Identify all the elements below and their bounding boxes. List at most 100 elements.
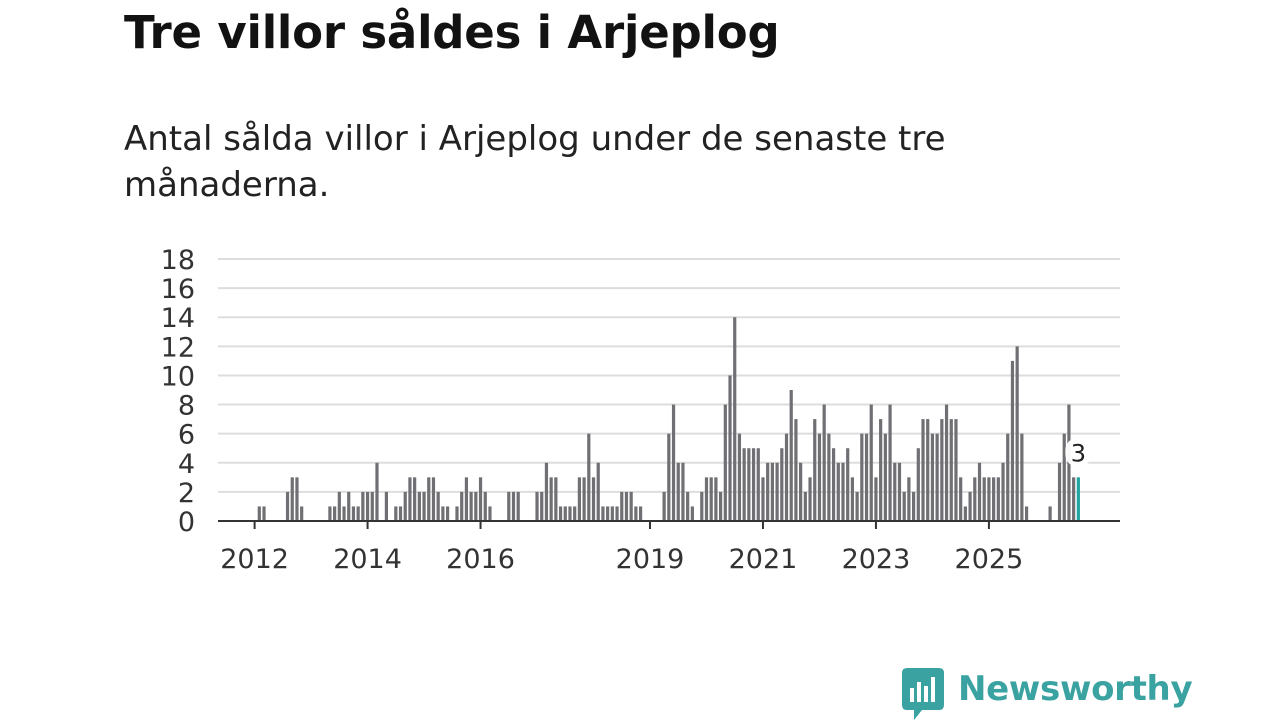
bar xyxy=(394,506,398,521)
bar xyxy=(445,506,450,521)
bar xyxy=(398,506,403,521)
bar xyxy=(577,477,581,521)
bar xyxy=(573,506,577,521)
brand-name: Newsworthy xyxy=(958,669,1193,709)
bar xyxy=(864,433,869,521)
bar xyxy=(620,491,624,521)
bar xyxy=(422,491,426,521)
y-tick-label: 6 xyxy=(178,420,195,451)
bar xyxy=(1020,433,1024,521)
bar xyxy=(1072,477,1076,521)
bar xyxy=(478,477,483,521)
bar xyxy=(799,462,803,521)
bar xyxy=(813,419,817,521)
x-tick-label: 2014 xyxy=(333,544,402,575)
bar xyxy=(427,477,431,521)
bar xyxy=(784,433,789,521)
bar xyxy=(587,433,591,521)
bar xyxy=(874,477,878,521)
bar xyxy=(403,491,407,521)
bar xyxy=(808,477,812,521)
bar xyxy=(328,506,332,521)
bar xyxy=(1048,506,1052,521)
bar xyxy=(596,462,600,521)
bar xyxy=(300,506,304,521)
bar xyxy=(827,433,831,521)
bar xyxy=(511,491,516,521)
bar xyxy=(766,462,770,521)
bar xyxy=(836,462,840,521)
bar xyxy=(897,462,902,521)
bar xyxy=(949,419,953,521)
bar xyxy=(944,404,949,521)
bar xyxy=(606,506,610,521)
bar xyxy=(285,491,290,521)
bar xyxy=(916,448,920,521)
bar xyxy=(822,404,826,521)
bar xyxy=(959,477,963,521)
bar xyxy=(751,448,756,521)
bar xyxy=(902,491,906,521)
bar xyxy=(930,433,935,521)
bar xyxy=(831,448,836,521)
x-tick-label: 2016 xyxy=(446,544,515,575)
bar xyxy=(921,419,925,521)
bar xyxy=(1010,360,1015,521)
bar xyxy=(907,477,911,521)
bar xyxy=(455,506,459,521)
bar xyxy=(996,477,1000,521)
bar xyxy=(638,506,643,521)
bar xyxy=(789,390,793,521)
bar xyxy=(342,506,346,521)
bar xyxy=(469,491,473,521)
highlight-label: 3 xyxy=(1071,439,1086,467)
y-tick-label: 14 xyxy=(161,303,195,334)
bar xyxy=(817,433,822,521)
bar xyxy=(507,491,511,521)
bar xyxy=(893,462,897,521)
bar xyxy=(431,477,436,521)
bar xyxy=(413,477,417,521)
y-tick-label: 10 xyxy=(161,361,195,392)
bar xyxy=(912,491,916,521)
bar xyxy=(841,462,845,521)
bar xyxy=(860,433,864,521)
bar xyxy=(770,462,774,521)
bar xyxy=(441,506,445,521)
bar xyxy=(568,506,572,521)
y-tick-label: 0 xyxy=(178,507,195,538)
x-tick-label: 2023 xyxy=(842,544,911,575)
bar xyxy=(690,506,694,521)
x-tick-label: 2012 xyxy=(220,544,289,575)
bar xyxy=(775,462,779,521)
bar xyxy=(888,404,892,521)
y-tick-label: 8 xyxy=(178,391,195,422)
bar xyxy=(954,419,958,521)
bar xyxy=(549,477,553,521)
bar xyxy=(992,477,996,521)
bar xyxy=(742,448,746,521)
x-tick-label: 2025 xyxy=(955,544,1024,575)
bar xyxy=(582,477,586,521)
bar xyxy=(370,491,374,521)
bar xyxy=(935,433,939,521)
bar xyxy=(780,448,784,521)
bar-highlight xyxy=(1076,477,1080,521)
bar xyxy=(963,506,967,521)
bar xyxy=(686,491,690,521)
bar xyxy=(356,506,360,521)
bar xyxy=(681,462,685,521)
bar xyxy=(850,477,855,521)
bar xyxy=(436,491,440,521)
bar xyxy=(615,506,619,521)
bar xyxy=(384,491,388,521)
bar xyxy=(610,506,614,521)
bar xyxy=(714,477,718,521)
bar xyxy=(375,462,379,521)
bar xyxy=(728,375,732,521)
bar xyxy=(794,419,798,521)
bar xyxy=(671,404,676,521)
bar xyxy=(544,462,549,521)
bar xyxy=(803,491,807,521)
